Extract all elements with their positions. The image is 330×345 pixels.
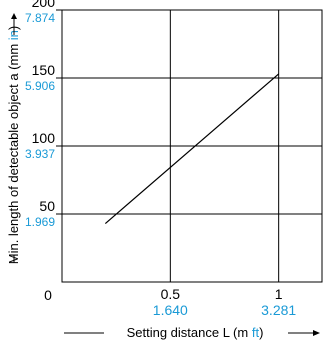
- x-tick-sublabel: 1.640: [153, 302, 188, 318]
- series-layer: [104, 73, 280, 224]
- y-tick-sublabel: 5.906: [25, 79, 55, 93]
- x-axis-title: Setting distance L (m ft): [64, 325, 320, 340]
- x-axis-label-unit-alt: ft: [252, 325, 260, 340]
- x-tick-layer: 0 0.51.640 13.281: [44, 286, 296, 318]
- y-axis-title: Min. length of detectable object a (mm i…: [6, 13, 21, 264]
- x-axis-arrowhead: [313, 330, 320, 336]
- x-tick-sublabel: 3.281: [261, 302, 296, 318]
- y-axis-label-prefix: Min. length of detectable object a (mm: [6, 40, 21, 264]
- x-axis-label-suffix: ): [259, 325, 263, 340]
- y-tick-label: 50: [39, 198, 55, 214]
- y-tick-label: 200: [32, 0, 56, 10]
- x-tick-label: 1: [275, 286, 283, 302]
- y-tick-sublabel: 7.874: [25, 11, 55, 25]
- y-tick-label: 100: [32, 130, 56, 146]
- grid-layer: [62, 10, 322, 282]
- y-axis-arrowhead: [11, 13, 17, 19]
- x-tick-label: 0: [44, 287, 52, 303]
- x-axis-label: Setting distance L (m ft): [127, 325, 264, 340]
- series-line: [104, 73, 280, 224]
- x-axis-label-prefix: Setting distance L (m: [127, 325, 252, 340]
- y-axis-label: Min. length of detectable object a (mm i…: [6, 26, 21, 264]
- y-tick-sublabel: 3.937: [25, 147, 55, 161]
- y-axis-label-unit-alt: in: [6, 30, 21, 40]
- y-tick-label: 150: [32, 62, 56, 78]
- y-tick-sublabel: 1.969: [25, 215, 55, 229]
- x-tick-label: 0.5: [161, 286, 181, 302]
